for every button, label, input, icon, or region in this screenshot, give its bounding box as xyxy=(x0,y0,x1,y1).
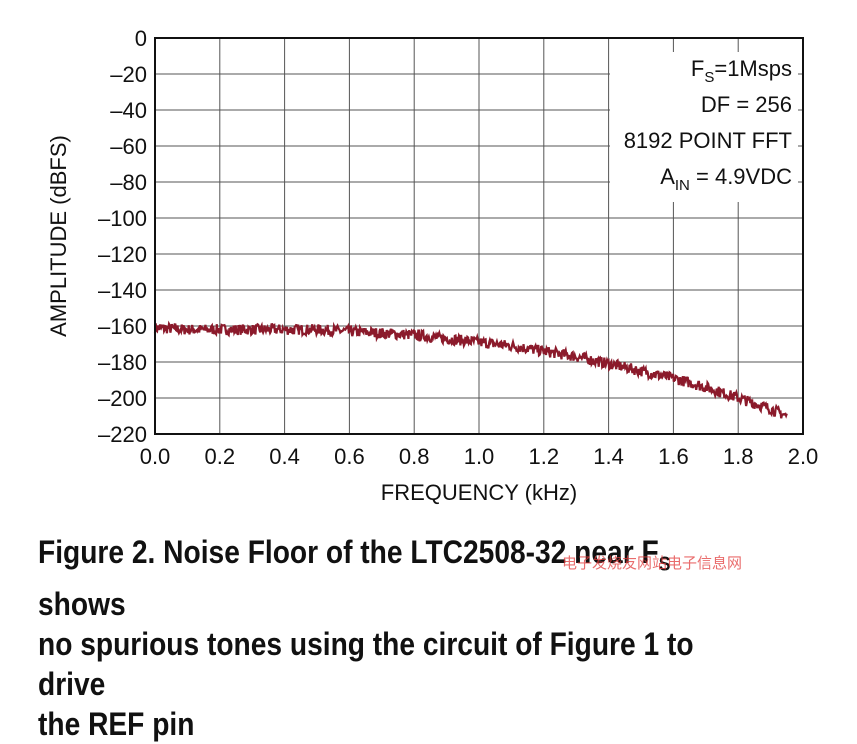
caption-line-1: Figure 2. Noise Floor of the LTC2508-32 … xyxy=(38,532,742,624)
y-tick-label: –120 xyxy=(98,242,147,267)
y-tick-label: –140 xyxy=(98,278,147,303)
y-axis-title: AMPLITUDE (dBFS) xyxy=(46,135,71,337)
x-tick-label: 0.4 xyxy=(269,444,300,469)
y-tick-label: –40 xyxy=(110,98,147,123)
y-tick-label: –200 xyxy=(98,386,147,411)
y-tick-label: –100 xyxy=(98,206,147,231)
caption-line-3: the REF pin xyxy=(38,704,742,744)
y-tick-label: –60 xyxy=(110,134,147,159)
x-tick-label: 1.4 xyxy=(593,444,624,469)
x-tick-label: 0.6 xyxy=(334,444,365,469)
y-tick-label: –20 xyxy=(110,62,147,87)
x-tick-label: 0.8 xyxy=(399,444,430,469)
x-tick-label: 1.8 xyxy=(723,444,754,469)
y-tick-label: 0 xyxy=(135,26,147,51)
x-tick-label: 1.2 xyxy=(529,444,560,469)
noise-floor-line xyxy=(155,323,787,418)
y-axis-ticks: 0–20–40–60–80–100–120–140–160–180–200–22… xyxy=(98,26,147,447)
x-tick-label: 1.6 xyxy=(658,444,689,469)
annotation-df: DF = 256 xyxy=(701,92,792,117)
watermark: 电子发烧友网站电子信息网 xyxy=(562,552,742,573)
x-axis-ticks: 0.0 0.2 0.4 0.6 0.8 1.0 1.2 1.4 1.6 1.8 2.0 xyxy=(140,444,819,469)
y-tick-label: –80 xyxy=(110,170,147,195)
x-tick-label: 2.0 xyxy=(788,444,819,469)
noise-floor-trace xyxy=(155,323,787,418)
annotation-box: FS=1Msps DF = 256 8192 POINT FFT AIN = 4… xyxy=(610,52,798,202)
caption-line-2: no spurious tones using the circuit of F… xyxy=(38,624,742,704)
y-tick-label: –160 xyxy=(98,314,147,339)
noise-floor-chart: 0–20–40–60–80–100–120–140–160–180–200–22… xyxy=(0,0,857,520)
annotation-fft: 8192 POINT FFT xyxy=(624,128,792,153)
x-tick-label: 0.2 xyxy=(205,444,236,469)
y-tick-label: –180 xyxy=(98,350,147,375)
x-axis-title: FREQUENCY (kHz) xyxy=(381,480,577,505)
x-tick-label: 1.0 xyxy=(464,444,495,469)
x-tick-label: 0.0 xyxy=(140,444,171,469)
